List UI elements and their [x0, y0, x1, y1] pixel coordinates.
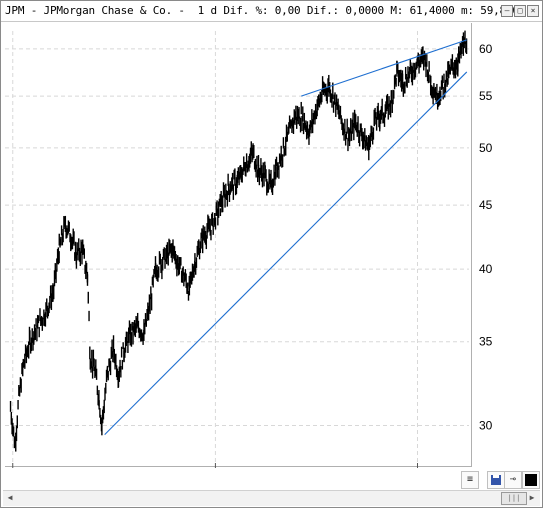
- trendline-upper[interactable]: [301, 39, 467, 97]
- y-tick-label: 50: [479, 141, 493, 155]
- save-icon[interactable]: [487, 471, 505, 489]
- price-series: [9, 30, 468, 452]
- y-tick-label: 55: [479, 89, 493, 103]
- y-tick-label: 60: [479, 42, 493, 56]
- price-chart: 30354045505560201220132014: [5, 30, 493, 468]
- y-tick-label: 45: [479, 198, 493, 212]
- chart-plot-area[interactable]: 30354045505560201220132014: [5, 23, 493, 468]
- scroll-thumb[interactable]: |||: [501, 492, 527, 505]
- chart-settings-icon[interactable]: ≡: [461, 471, 479, 489]
- y-tick-label: 35: [479, 335, 493, 349]
- minimize-icon[interactable]: –: [501, 5, 513, 17]
- trendline-lower[interactable]: [104, 71, 468, 436]
- color-swatch-icon[interactable]: [522, 471, 540, 489]
- horizontal-scrollbar[interactable]: ◀ ||| ▶: [3, 490, 540, 506]
- close-icon[interactable]: ×: [527, 5, 539, 17]
- title-bar[interactable]: JPM - JPMorgan Chase & Co. - 1 d Dif. %:…: [1, 1, 542, 22]
- restore-icon[interactable]: □: [514, 5, 526, 17]
- pin-icon[interactable]: ⊸: [504, 471, 522, 489]
- scroll-left-icon[interactable]: ◀: [7, 493, 13, 502]
- window-title: JPM - JPMorgan Chase & Co. - 1 d Dif. %:…: [5, 4, 539, 17]
- scroll-right-icon[interactable]: ▶: [529, 493, 535, 502]
- y-tick-label: 40: [479, 262, 493, 276]
- y-tick-label: 30: [479, 419, 493, 433]
